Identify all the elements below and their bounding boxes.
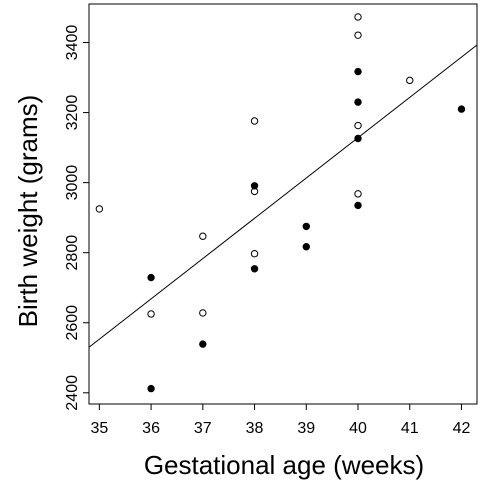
y-tick-label: 2600 [64, 305, 81, 341]
open-data-point [199, 309, 207, 317]
x-tick-label: 35 [90, 420, 108, 437]
open-data-point [354, 190, 362, 198]
open-data-point [406, 76, 414, 85]
y-axis-label: Birth weight (grams) [13, 95, 43, 328]
x-tick-label: 41 [401, 420, 419, 437]
x-tick-label: 38 [246, 420, 264, 437]
x-tick-label: 36 [142, 420, 160, 437]
open-data-point [354, 31, 362, 39]
filled-data-point [354, 98, 362, 106]
y-axis: 2400 2600 2800 3000 3200 3400 [64, 25, 89, 411]
x-tick-label: 37 [194, 420, 212, 437]
open-data-point [199, 232, 207, 240]
y-tick-label: 3400 [64, 25, 81, 61]
filled-data-point [354, 134, 362, 143]
filled-data-point [147, 384, 155, 393]
x-tick-label: 42 [453, 420, 471, 437]
x-tick-label: 40 [349, 420, 367, 437]
filled-data-point [199, 340, 207, 348]
y-tick-label: 2400 [64, 375, 81, 411]
points-layer [95, 13, 466, 393]
y-tick-label: 3000 [64, 165, 81, 201]
y-tick-label: 2800 [64, 235, 81, 271]
filled-data-point [250, 182, 259, 190]
filled-data-point [250, 265, 259, 273]
open-data-point [250, 117, 259, 125]
filled-data-point [354, 67, 362, 76]
x-axis: 35 36 37 38 39 40 41 42 [90, 404, 470, 437]
filled-data-point [302, 222, 310, 231]
open-data-point [147, 310, 155, 318]
x-axis-label: Gestational age (weeks) [144, 450, 424, 480]
filled-data-point [147, 273, 155, 282]
open-data-point [354, 121, 362, 130]
open-data-point [95, 205, 104, 213]
x-tick-label: 39 [297, 420, 315, 437]
open-data-point [354, 13, 362, 21]
open-data-point [250, 250, 259, 258]
plot-frame [88, 3, 478, 405]
regression-line [88, 44, 478, 348]
fit-line-layer [88, 44, 478, 348]
filled-data-point [457, 105, 466, 113]
filled-data-point [354, 201, 362, 210]
filled-data-point [302, 243, 310, 251]
y-tick-label: 3200 [64, 95, 81, 131]
